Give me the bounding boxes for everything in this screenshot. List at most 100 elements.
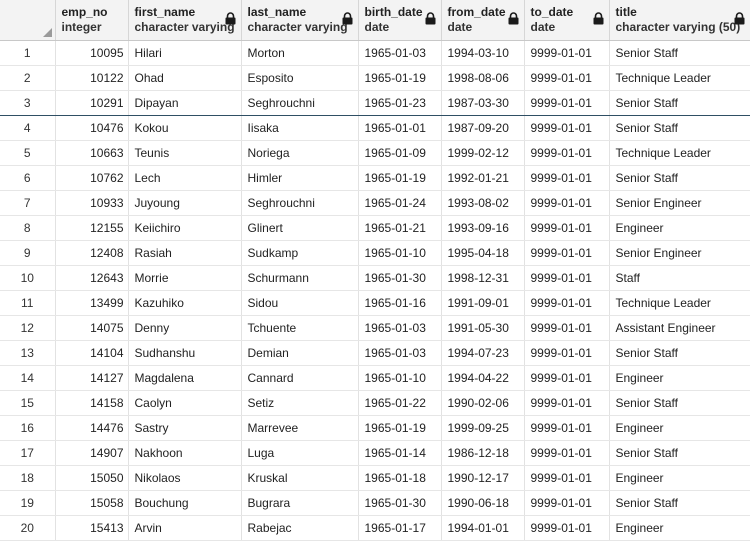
- row-number[interactable]: 8: [0, 215, 56, 241]
- cell-from-date[interactable]: 1990-02-06: [441, 390, 525, 416]
- cell-from-date[interactable]: 1999-02-12: [441, 140, 525, 166]
- cell-emp-no[interactable]: 12408: [55, 240, 129, 266]
- column-header-from-date[interactable]: from_date date: [441, 0, 525, 41]
- column-header-first-name[interactable]: first_name character varying: [128, 0, 242, 41]
- cell-emp-no[interactable]: 15413: [55, 515, 129, 541]
- cell-from-date[interactable]: 1994-04-22: [441, 365, 525, 391]
- cell-to-date[interactable]: 9999-01-01: [524, 190, 610, 216]
- cell-title[interactable]: Engineer: [609, 515, 750, 541]
- cell-last-name[interactable]: Morton: [241, 40, 359, 66]
- cell-to-date[interactable]: 9999-01-01: [524, 165, 610, 191]
- cell-emp-no[interactable]: 15058: [55, 490, 129, 516]
- cell-emp-no[interactable]: 14075: [55, 315, 129, 341]
- cell-from-date[interactable]: 1990-06-18: [441, 490, 525, 516]
- cell-from-date[interactable]: 1990-12-17: [441, 465, 525, 491]
- cell-birth-date[interactable]: 1965-01-24: [358, 190, 442, 216]
- table-row[interactable]: 19 15058 Bouchung Bugrara 1965-01-30 1990-06-…: [0, 490, 750, 516]
- cell-to-date[interactable]: 9999-01-01: [524, 465, 610, 491]
- table-row[interactable]: 20 15413 Arvin Rabejac 1965-01-17 1994-01-01 9…: [0, 515, 750, 541]
- cell-title[interactable]: Engineer: [609, 215, 750, 241]
- table-row[interactable]: 10 12643 Morrie Schurmann 1965-01-30 1998-12-…: [0, 265, 750, 291]
- column-header-to-date[interactable]: to_date date: [524, 0, 610, 41]
- cell-emp-no[interactable]: 12643: [55, 265, 129, 291]
- cell-emp-no[interactable]: 12155: [55, 215, 129, 241]
- cell-first-name[interactable]: Denny: [128, 315, 242, 341]
- cell-birth-date[interactable]: 1965-01-03: [358, 40, 442, 66]
- cell-first-name[interactable]: Ohad: [128, 65, 242, 91]
- cell-to-date[interactable]: 9999-01-01: [524, 340, 610, 366]
- row-number[interactable]: 10: [0, 265, 56, 291]
- cell-last-name[interactable]: Seghrouchni: [241, 190, 359, 216]
- cell-first-name[interactable]: Caolyn: [128, 390, 242, 416]
- cell-first-name[interactable]: Juyoung: [128, 190, 242, 216]
- cell-birth-date[interactable]: 1965-01-17: [358, 515, 442, 541]
- cell-last-name[interactable]: Seghrouchni: [241, 90, 359, 116]
- cell-to-date[interactable]: 9999-01-01: [524, 290, 610, 316]
- cell-emp-no[interactable]: 14104: [55, 340, 129, 366]
- cell-birth-date[interactable]: 1965-01-10: [358, 365, 442, 391]
- cell-last-name[interactable]: Cannard: [241, 365, 359, 391]
- cell-last-name[interactable]: Marrevee: [241, 415, 359, 441]
- cell-last-name[interactable]: Tchuente: [241, 315, 359, 341]
- cell-from-date[interactable]: 1999-09-25: [441, 415, 525, 441]
- cell-first-name[interactable]: Sudhanshu: [128, 340, 242, 366]
- cell-last-name[interactable]: Rabejac: [241, 515, 359, 541]
- cell-emp-no[interactable]: 10663: [55, 140, 129, 166]
- cell-to-date[interactable]: 9999-01-01: [524, 240, 610, 266]
- cell-emp-no[interactable]: 10095: [55, 40, 129, 66]
- cell-from-date[interactable]: 1994-03-10: [441, 40, 525, 66]
- row-number[interactable]: 19: [0, 490, 56, 516]
- cell-title[interactable]: Senior Staff: [609, 440, 750, 466]
- cell-emp-no[interactable]: 10933: [55, 190, 129, 216]
- cell-from-date[interactable]: 1994-07-23: [441, 340, 525, 366]
- cell-from-date[interactable]: 1993-08-02: [441, 190, 525, 216]
- cell-last-name[interactable]: Sidou: [241, 290, 359, 316]
- cell-title[interactable]: Senior Staff: [609, 40, 750, 66]
- cell-title[interactable]: Senior Staff: [609, 390, 750, 416]
- cell-birth-date[interactable]: 1965-01-21: [358, 215, 442, 241]
- cell-from-date[interactable]: 1991-05-30: [441, 315, 525, 341]
- cell-title[interactable]: Senior Staff: [609, 115, 750, 141]
- row-number[interactable]: 15: [0, 390, 56, 416]
- row-number[interactable]: 14: [0, 365, 56, 391]
- table-row[interactable]: 16 14476 Sastry Marrevee 1965-01-19 1999-09-2…: [0, 415, 750, 441]
- cell-title[interactable]: Senior Staff: [609, 90, 750, 116]
- table-row[interactable]: 3 10291 Dipayan Seghrouchni 1965-01-23 1987-0…: [0, 90, 750, 116]
- cell-to-date[interactable]: 9999-01-01: [524, 215, 610, 241]
- table-row[interactable]: 5 10663 Teunis Noriega 1965-01-09 1999-02-12 9…: [0, 140, 750, 166]
- cell-last-name[interactable]: Kruskal: [241, 465, 359, 491]
- cell-last-name[interactable]: Demian: [241, 340, 359, 366]
- column-header-birth-date[interactable]: birth_date date: [358, 0, 442, 41]
- cell-to-date[interactable]: 9999-01-01: [524, 115, 610, 141]
- cell-to-date[interactable]: 9999-01-01: [524, 65, 610, 91]
- cell-from-date[interactable]: 1991-09-01: [441, 290, 525, 316]
- cell-title[interactable]: Staff: [609, 265, 750, 291]
- cell-from-date[interactable]: 1987-09-20: [441, 115, 525, 141]
- row-number[interactable]: 18: [0, 465, 56, 491]
- table-row[interactable]: 18 15050 Nikolaos Kruskal 1965-01-18 1990-12-…: [0, 465, 750, 491]
- select-all-icon[interactable]: [42, 27, 52, 37]
- cell-title[interactable]: Engineer: [609, 415, 750, 441]
- cell-last-name[interactable]: Luga: [241, 440, 359, 466]
- cell-birth-date[interactable]: 1965-01-14: [358, 440, 442, 466]
- cell-from-date[interactable]: 1987-03-30: [441, 90, 525, 116]
- cell-emp-no[interactable]: 10122: [55, 65, 129, 91]
- cell-title[interactable]: Engineer: [609, 465, 750, 491]
- row-number[interactable]: 7: [0, 190, 56, 216]
- cell-title[interactable]: Technique Leader: [609, 140, 750, 166]
- row-number[interactable]: 11: [0, 290, 56, 316]
- cell-title[interactable]: Senior Staff: [609, 165, 750, 191]
- cell-to-date[interactable]: 9999-01-01: [524, 90, 610, 116]
- row-number[interactable]: 1: [0, 40, 56, 66]
- cell-first-name[interactable]: Bouchung: [128, 490, 242, 516]
- cell-emp-no[interactable]: 10476: [55, 115, 129, 141]
- cell-from-date[interactable]: 1986-12-18: [441, 440, 525, 466]
- column-header-last-name[interactable]: last_name character varying: [241, 0, 359, 41]
- cell-last-name[interactable]: Noriega: [241, 140, 359, 166]
- row-number[interactable]: 9: [0, 240, 56, 266]
- cell-from-date[interactable]: 1998-08-06: [441, 65, 525, 91]
- table-row[interactable]: 12 14075 Denny Tchuente 1965-01-03 1991-05-30…: [0, 315, 750, 341]
- cell-emp-no[interactable]: 15050: [55, 465, 129, 491]
- cell-first-name[interactable]: Keiichiro: [128, 215, 242, 241]
- cell-first-name[interactable]: Rasiah: [128, 240, 242, 266]
